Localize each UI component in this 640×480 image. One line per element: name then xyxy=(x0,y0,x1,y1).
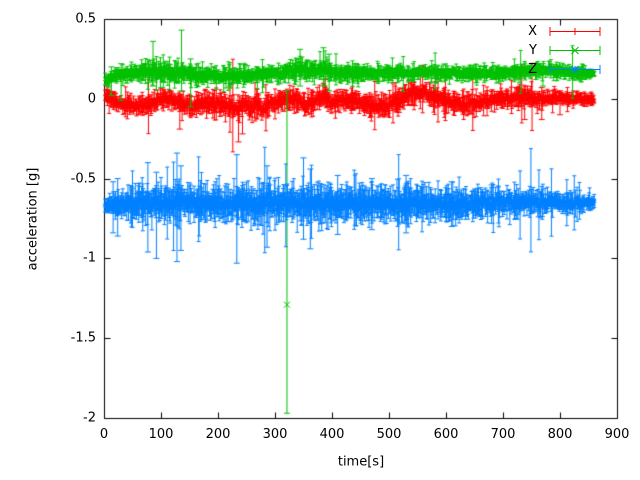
x-tick-label-100: 100 xyxy=(148,427,174,442)
y-tick-label-0.5: 0.5 xyxy=(75,11,96,27)
x-tick-label-300: 300 xyxy=(262,427,288,442)
y-tick-label--1.5: -1.5 xyxy=(70,330,96,346)
x-tick-label-600: 600 xyxy=(433,427,459,442)
legend-label-Y: Y xyxy=(529,43,537,58)
legend-sample-X-errorbar-icon xyxy=(549,27,601,36)
legend-sample-Y-errorbar-icon xyxy=(549,46,601,55)
legend-label-X: X xyxy=(528,24,537,39)
y-tick-label--0.5: -0.5 xyxy=(70,171,96,187)
x-tick-label-500: 500 xyxy=(376,427,402,442)
x-tick-label-900: 900 xyxy=(604,427,630,442)
legend-entry-X: X xyxy=(513,22,601,41)
x-tick-label-800: 800 xyxy=(547,427,573,442)
legend-entry-Z: Z xyxy=(513,60,601,79)
legend-label-Z: Z xyxy=(528,62,537,77)
x-tick-label-700: 700 xyxy=(490,427,516,442)
legend-entry-Y: Y xyxy=(513,41,601,60)
y-tick-label--1: -1 xyxy=(83,250,96,266)
x-axis-label: time[s] xyxy=(337,454,385,470)
y-tick-label-0: 0 xyxy=(87,91,96,107)
y-axis-label: acceleration [g] xyxy=(25,167,41,271)
x-tick-label-400: 400 xyxy=(319,427,345,442)
legend-sample-Z-errorbar-icon xyxy=(549,65,601,74)
x-tick-label-0: 0 xyxy=(99,427,109,442)
x-tick-label-200: 200 xyxy=(205,427,231,442)
y-tick-label--2: -2 xyxy=(83,410,96,426)
